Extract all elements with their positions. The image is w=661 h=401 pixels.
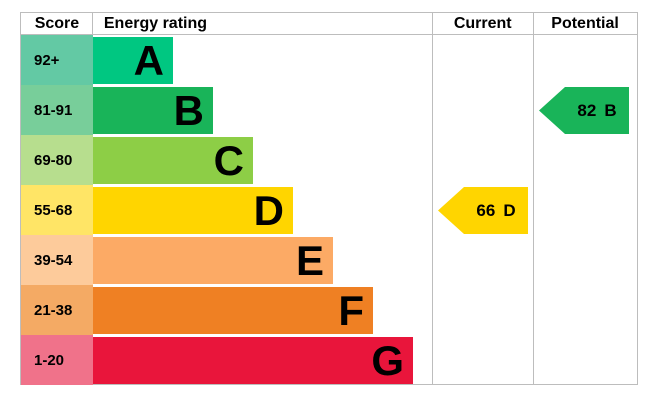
energy-band-row-b: 81-91 B xyxy=(21,85,637,135)
band-bar-d: D xyxy=(93,187,293,234)
energy-band-row-e: 39-54 E xyxy=(21,235,637,285)
current-rating-letter: D xyxy=(503,200,516,220)
chart-header-row: Score Energy rating Current Potential xyxy=(21,13,637,35)
epc-energy-rating-chart: Score Energy rating Current Potential 92… xyxy=(20,12,638,385)
divider-score-column xyxy=(92,13,93,35)
potential-rating-label: 82 B xyxy=(577,101,616,121)
band-bar-f: F xyxy=(93,287,373,334)
band-bar-b: B xyxy=(93,87,213,134)
band-bar-a: A xyxy=(93,37,173,84)
potential-rating-letter: B xyxy=(604,100,617,120)
energy-band-row-d: 55-68 D xyxy=(21,185,637,235)
band-score-range: 69-80 xyxy=(21,135,93,185)
band-score-range: 21-38 xyxy=(21,285,93,335)
band-bar-c: C xyxy=(93,137,253,184)
band-score-range: 1-20 xyxy=(21,335,93,385)
column-header-potential: Potential xyxy=(551,14,619,32)
band-bar-g: G xyxy=(93,337,413,384)
band-bar-e: E xyxy=(93,237,333,284)
current-rating-value: 66 xyxy=(476,200,496,220)
column-header-energy-rating: Energy rating xyxy=(103,14,208,32)
band-score-range: 81-91 xyxy=(21,85,93,135)
divider-potential-column xyxy=(533,13,534,384)
band-score-range: 55-68 xyxy=(21,185,93,235)
energy-band-row-f: 21-38 F xyxy=(21,285,637,335)
column-header-current: Current xyxy=(453,14,512,32)
column-header-score: Score xyxy=(34,14,80,32)
energy-band-row-c: 69-80 C xyxy=(21,135,637,185)
energy-band-row-a: 92+ A xyxy=(21,35,637,85)
potential-rating-value: 82 xyxy=(577,100,597,120)
energy-band-rows: 92+ A 81-91 B 69-80 C 55-68 D 39-54 E 21-38 F 1-20 G xyxy=(21,35,637,385)
band-score-range: 39-54 xyxy=(21,235,93,285)
divider-current-column xyxy=(432,13,433,384)
current-rating-label: 66 D xyxy=(476,201,515,221)
energy-band-row-g: 1-20 G xyxy=(21,335,637,385)
band-score-range: 92+ xyxy=(21,35,93,85)
